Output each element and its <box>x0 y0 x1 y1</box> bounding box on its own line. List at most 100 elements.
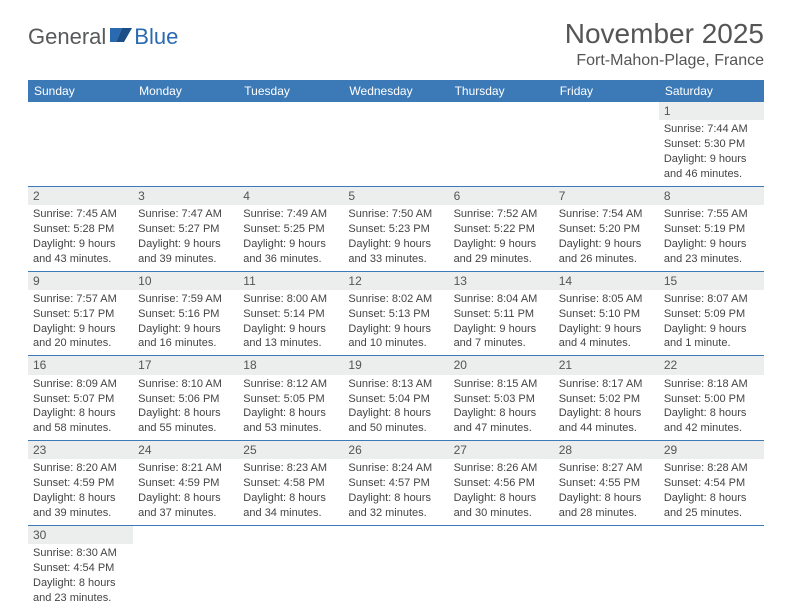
day-info-line: Sunrise: 7:55 AM <box>664 207 759 222</box>
day-info: Sunrise: 7:54 AMSunset: 5:20 PMDaylight:… <box>554 205 659 270</box>
calendar-cell: 30Sunrise: 8:30 AMSunset: 4:54 PMDayligh… <box>28 525 133 609</box>
day-number: 24 <box>133 441 238 459</box>
day-info-line: Sunset: 5:14 PM <box>243 307 338 322</box>
day-info: Sunrise: 7:55 AMSunset: 5:19 PMDaylight:… <box>659 205 764 270</box>
day-info-line: Sunrise: 8:27 AM <box>559 461 654 476</box>
day-number: 9 <box>28 272 133 290</box>
day-info-line: Sunset: 5:22 PM <box>454 222 549 237</box>
day-info-line: Sunset: 5:06 PM <box>138 392 233 407</box>
calendar-cell <box>133 525 238 609</box>
day-info-line: Sunrise: 7:54 AM <box>559 207 654 222</box>
day-info-line: Daylight: 9 hours <box>138 322 233 337</box>
calendar-cell: 29Sunrise: 8:28 AMSunset: 4:54 PMDayligh… <box>659 441 764 526</box>
day-info-line: Sunrise: 8:23 AM <box>243 461 338 476</box>
day-info-line: Sunset: 5:00 PM <box>664 392 759 407</box>
day-number: 27 <box>449 441 554 459</box>
day-info-line: Sunrise: 7:44 AM <box>664 122 759 137</box>
day-info-line: Sunrise: 7:50 AM <box>348 207 443 222</box>
day-info-line: Daylight: 9 hours <box>559 322 654 337</box>
day-info-line: and 55 minutes. <box>138 421 233 436</box>
day-number: 11 <box>238 272 343 290</box>
day-info: Sunrise: 8:24 AMSunset: 4:57 PMDaylight:… <box>343 459 448 524</box>
day-number: 12 <box>343 272 448 290</box>
day-info-line: Daylight: 9 hours <box>33 322 128 337</box>
calendar-cell: 7Sunrise: 7:54 AMSunset: 5:20 PMDaylight… <box>554 186 659 271</box>
day-number: 19 <box>343 356 448 374</box>
day-info-line: and 36 minutes. <box>243 252 338 267</box>
day-number: 1 <box>659 102 764 120</box>
day-number: 21 <box>554 356 659 374</box>
day-info-line: Sunset: 5:20 PM <box>559 222 654 237</box>
day-info-line: Daylight: 8 hours <box>243 491 338 506</box>
calendar-week-row: 9Sunrise: 7:57 AMSunset: 5:17 PMDaylight… <box>28 271 764 356</box>
calendar-cell: 22Sunrise: 8:18 AMSunset: 5:00 PMDayligh… <box>659 356 764 441</box>
day-number: 3 <box>133 187 238 205</box>
day-info: Sunrise: 8:02 AMSunset: 5:13 PMDaylight:… <box>343 290 448 355</box>
day-info-line: Sunset: 5:25 PM <box>243 222 338 237</box>
day-info-line: Daylight: 8 hours <box>664 406 759 421</box>
day-info-line: Sunset: 4:54 PM <box>33 561 128 576</box>
calendar-cell <box>554 102 659 186</box>
calendar-cell: 12Sunrise: 8:02 AMSunset: 5:13 PMDayligh… <box>343 271 448 356</box>
day-number: 23 <box>28 441 133 459</box>
flag-icon <box>110 26 132 49</box>
weekday-header: Sunday <box>28 80 133 102</box>
calendar-cell: 17Sunrise: 8:10 AMSunset: 5:06 PMDayligh… <box>133 356 238 441</box>
day-info: Sunrise: 8:13 AMSunset: 5:04 PMDaylight:… <box>343 375 448 440</box>
calendar-cell: 18Sunrise: 8:12 AMSunset: 5:05 PMDayligh… <box>238 356 343 441</box>
day-info-line: Daylight: 8 hours <box>454 406 549 421</box>
day-info-line: Sunset: 5:13 PM <box>348 307 443 322</box>
day-info-line: Daylight: 9 hours <box>348 322 443 337</box>
calendar-cell: 21Sunrise: 8:17 AMSunset: 5:02 PMDayligh… <box>554 356 659 441</box>
day-info: Sunrise: 8:07 AMSunset: 5:09 PMDaylight:… <box>659 290 764 355</box>
day-info-line: Sunset: 5:27 PM <box>138 222 233 237</box>
day-number: 5 <box>343 187 448 205</box>
day-info-line: Sunrise: 8:30 AM <box>33 546 128 561</box>
day-info-line: Sunrise: 8:15 AM <box>454 377 549 392</box>
day-info-line: Sunrise: 8:12 AM <box>243 377 338 392</box>
calendar-cell: 11Sunrise: 8:00 AMSunset: 5:14 PMDayligh… <box>238 271 343 356</box>
day-info-line: Daylight: 9 hours <box>348 237 443 252</box>
day-info-line: and 7 minutes. <box>454 336 549 351</box>
day-info-line: Sunrise: 8:18 AM <box>664 377 759 392</box>
calendar-cell: 24Sunrise: 8:21 AMSunset: 4:59 PMDayligh… <box>133 441 238 526</box>
calendar-cell <box>238 102 343 186</box>
day-info-line: Daylight: 9 hours <box>243 237 338 252</box>
day-info: Sunrise: 8:23 AMSunset: 4:58 PMDaylight:… <box>238 459 343 524</box>
day-info-line: and 37 minutes. <box>138 506 233 521</box>
day-info-line: Sunrise: 8:21 AM <box>138 461 233 476</box>
day-info-line: Sunset: 5:11 PM <box>454 307 549 322</box>
day-info-line: Sunset: 5:02 PM <box>559 392 654 407</box>
day-info-line: Daylight: 8 hours <box>664 491 759 506</box>
day-info-line: Sunset: 4:57 PM <box>348 476 443 491</box>
day-number: 25 <box>238 441 343 459</box>
day-info: Sunrise: 7:50 AMSunset: 5:23 PMDaylight:… <box>343 205 448 270</box>
day-info: Sunrise: 8:30 AMSunset: 4:54 PMDaylight:… <box>28 544 133 609</box>
day-info-line: Daylight: 8 hours <box>243 406 338 421</box>
day-info-line: Sunrise: 7:57 AM <box>33 292 128 307</box>
day-number: 13 <box>449 272 554 290</box>
day-info-line: and 25 minutes. <box>664 506 759 521</box>
day-info-line: Sunset: 4:59 PM <box>138 476 233 491</box>
day-info: Sunrise: 8:10 AMSunset: 5:06 PMDaylight:… <box>133 375 238 440</box>
day-info-line: Daylight: 8 hours <box>138 406 233 421</box>
day-info-line: Sunrise: 8:05 AM <box>559 292 654 307</box>
day-number: 7 <box>554 187 659 205</box>
day-number: 18 <box>238 356 343 374</box>
day-number: 17 <box>133 356 238 374</box>
day-info-line: and 13 minutes. <box>243 336 338 351</box>
day-info-line: and 39 minutes. <box>33 506 128 521</box>
day-info-line: and 50 minutes. <box>348 421 443 436</box>
day-info-line: Sunset: 5:28 PM <box>33 222 128 237</box>
day-number: 10 <box>133 272 238 290</box>
calendar-cell: 20Sunrise: 8:15 AMSunset: 5:03 PMDayligh… <box>449 356 554 441</box>
day-info-line: Sunset: 5:09 PM <box>664 307 759 322</box>
weekday-header: Wednesday <box>343 80 448 102</box>
day-info-line: Daylight: 8 hours <box>348 406 443 421</box>
calendar-week-row: 30Sunrise: 8:30 AMSunset: 4:54 PMDayligh… <box>28 525 764 609</box>
calendar-cell: 5Sunrise: 7:50 AMSunset: 5:23 PMDaylight… <box>343 186 448 271</box>
day-info-line: Sunrise: 8:09 AM <box>33 377 128 392</box>
day-info-line: Daylight: 8 hours <box>33 576 128 591</box>
day-info: Sunrise: 8:05 AMSunset: 5:10 PMDaylight:… <box>554 290 659 355</box>
day-info: Sunrise: 7:59 AMSunset: 5:16 PMDaylight:… <box>133 290 238 355</box>
